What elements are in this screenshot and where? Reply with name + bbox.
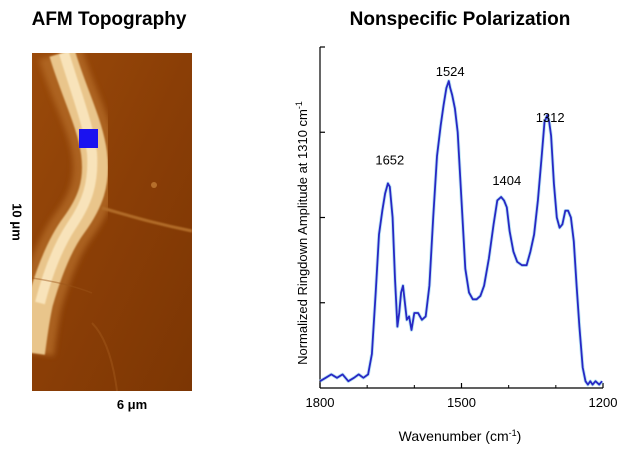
x-tick-label-2: 1200 <box>589 395 618 410</box>
afm-x-scale-label: 6 μm <box>116 397 148 412</box>
afm-branch-faint-2 <box>32 277 93 294</box>
afm-branch <box>101 206 192 233</box>
afm-image <box>32 53 192 391</box>
peak-label-1652: 1652 <box>375 153 404 168</box>
peak-label-1312: 1312 <box>536 110 565 125</box>
chart-title: Nonspecific Polarization <box>349 9 571 30</box>
y-axis-label: Normalized Ringdown Amplitude at 1310 cm… <box>294 101 310 365</box>
x-axis-label: Wavenumber (cm-1) <box>399 428 522 444</box>
peak-label-1404: 1404 <box>492 173 521 188</box>
afm-marker <box>79 129 98 148</box>
afm-title: AFM Topography <box>31 9 187 30</box>
afm-y-scale-label: 10 μm <box>9 203 25 241</box>
y-axis-label-base: Normalized Ringdown Amplitude at 1310 cm <box>295 109 310 365</box>
x-tick-label-1: 1500 <box>447 395 476 410</box>
x-tick-label-0: 1800 <box>306 395 335 410</box>
series-halo-0 <box>319 79 604 387</box>
x-axis-label-sup: -1 <box>509 428 517 438</box>
afm-y-scale: 10 μm <box>2 192 32 252</box>
x-axis-label-base: Wavenumber (cm <box>399 428 509 444</box>
spectrum-chart: Normalized Ringdown Amplitude at 1310 cm… <box>294 46 618 444</box>
series-line-0 <box>319 80 603 386</box>
afm-fiber-highlight <box>35 53 98 305</box>
afm-spot <box>151 182 157 188</box>
y-axis-label-sup: -1 <box>294 101 304 109</box>
x-axis-label-tail: ) <box>517 428 522 444</box>
afm-branch-faint <box>91 322 118 391</box>
peak-label-1524: 1524 <box>436 64 465 79</box>
